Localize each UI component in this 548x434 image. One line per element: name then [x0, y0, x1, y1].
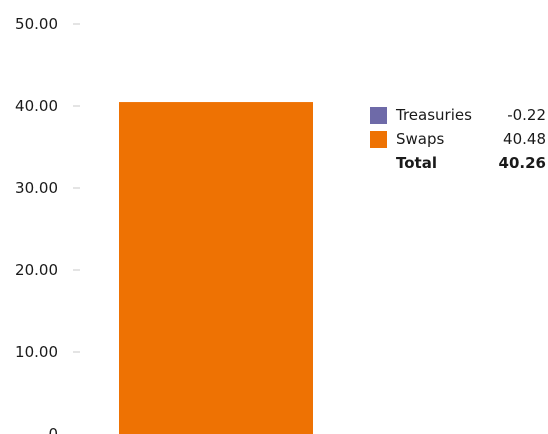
legend-value-treasuries: -0.22 [507, 106, 546, 124]
legend-label-treasuries: Treasuries [396, 106, 472, 124]
y-tick-label: 10.00 [15, 343, 58, 361]
legend-value-swaps: 40.48 [503, 130, 546, 148]
legend-total-value: 40.26 [498, 154, 546, 172]
y-tick-label: 50.00 [15, 15, 58, 33]
legend-swatch-treasuries [370, 106, 387, 124]
bar-swaps [119, 102, 313, 434]
y-tick-label: 0 [48, 425, 58, 434]
y-tick-label: 20.00 [15, 261, 58, 279]
legend-item-treasuries: Treasuries -0.22 [370, 103, 546, 127]
y-axis: 0 10.00 20.00 30.00 40.00 50.00 [15, 15, 80, 434]
bars [119, 102, 313, 434]
legend-total: Total 40.26 [370, 151, 546, 175]
legend: Treasuries -0.22 Swaps 40.48 Total 40.26 [370, 103, 546, 175]
legend-item-swaps: Swaps 40.48 [370, 127, 546, 151]
legend-label-swaps: Swaps [396, 130, 445, 148]
y-tick-label: 30.00 [15, 179, 58, 197]
y-tick-label: 40.00 [15, 97, 58, 115]
legend-swatch-swaps [370, 130, 387, 148]
legend-total-label: Total [396, 154, 437, 172]
